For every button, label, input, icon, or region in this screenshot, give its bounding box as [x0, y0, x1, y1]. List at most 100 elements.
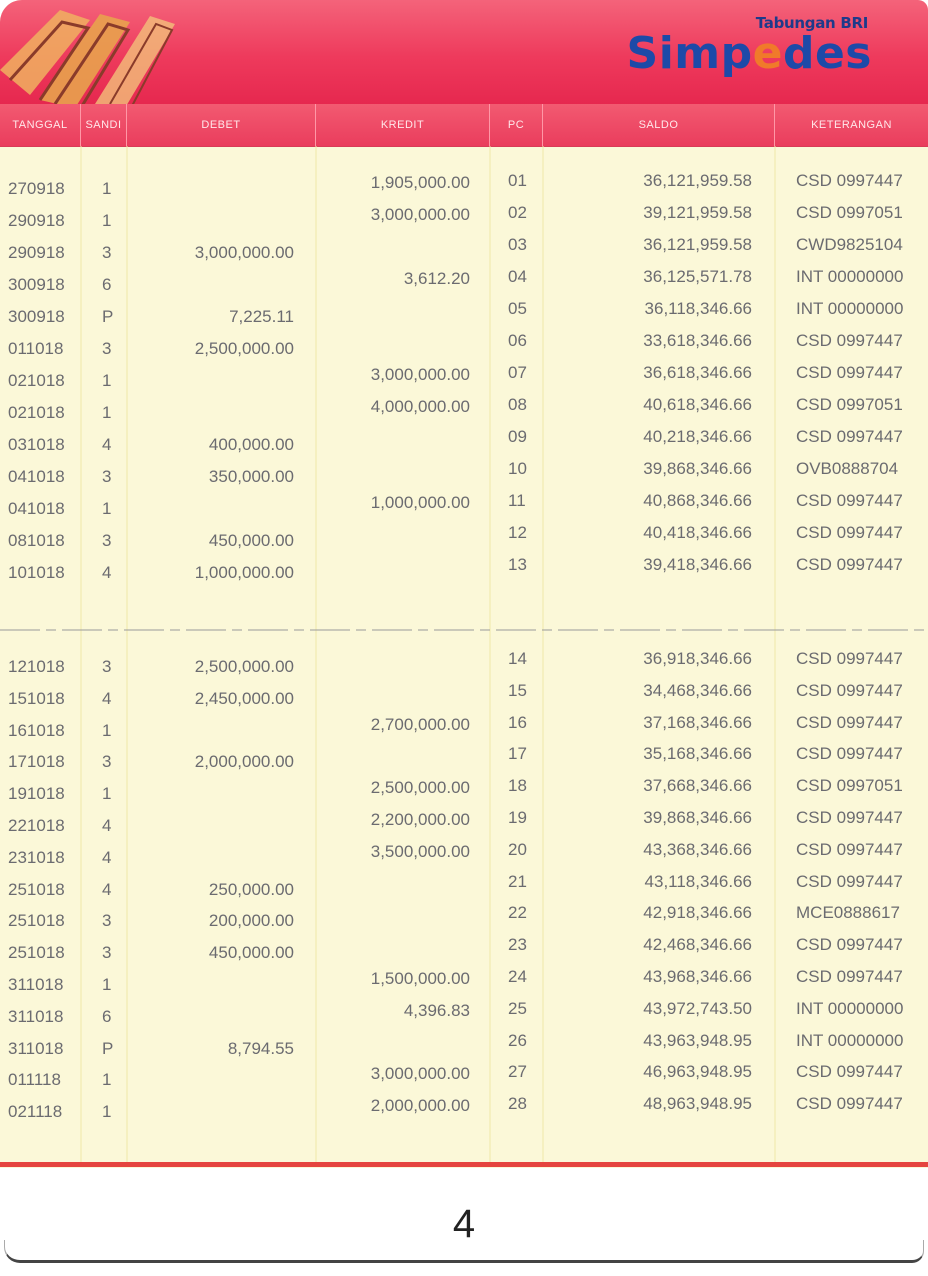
cell-tanggal: 270918: [8, 179, 65, 198]
cell-tanggal: 231018: [8, 848, 65, 867]
cell-saldo: 42,468,346.66: [643, 935, 752, 954]
cell-keterangan: CSD 0997447: [796, 171, 903, 190]
cell-saldo: 36,118,346.66: [644, 299, 752, 318]
col-debet: DEBET: [127, 104, 316, 146]
cell-keterangan: CSD 0997447: [796, 523, 903, 542]
cell-saldo: 36,618,346.66: [643, 363, 752, 382]
cell-kredit: 3,500,000.00: [370, 842, 470, 861]
table-row: 231018 4 3,500,000.00 20 43,368,346.66 CSD 09…: [0, 840, 928, 873]
cell-sandi: 4: [102, 848, 112, 867]
cell-pc: 04: [508, 267, 527, 286]
cell-keterangan: CSD 0997051: [796, 203, 903, 222]
cell-debet: 2,500,000.00: [194, 657, 294, 676]
cell-saldo: 40,618,346.66: [643, 395, 752, 414]
cell-pc: 27: [508, 1062, 527, 1081]
cell-pc: 05: [508, 299, 527, 318]
cell-kredit: 4,396.83: [403, 1001, 470, 1020]
cell-keterangan: CSD 0997447: [796, 491, 903, 510]
cell-keterangan: CSD 0997447: [796, 649, 903, 668]
cell-tanggal: 151018: [8, 689, 65, 708]
cell-keterangan: CSD 0997447: [796, 681, 903, 700]
cell-sandi: 4: [102, 435, 112, 454]
column-header-row: TANGGAL SANDI DEBET KREDIT PC SALDO KETE…: [0, 104, 928, 147]
cell-tanggal: 191018: [8, 784, 65, 803]
cell-keterangan: INT 00000000: [796, 299, 904, 318]
table-row: 290918 1 3,000,000.00 02 39,121,959.58 CSD 09…: [0, 203, 928, 236]
table-row: 041018 3 350,000.00 10 39,868,346.66 OVB08887…: [0, 459, 928, 492]
cell-keterangan: CSD 0997447: [796, 427, 903, 446]
col-kredit: KREDIT: [316, 104, 490, 146]
cell-pc: 16: [508, 713, 527, 732]
cell-tanggal: 081018: [8, 531, 65, 550]
col-sandi: SANDI: [81, 104, 127, 146]
cell-keterangan: MCE0888617: [796, 903, 900, 922]
cell-sandi: 6: [102, 1007, 112, 1026]
cell-tanggal: 311018: [8, 1007, 64, 1026]
table-row: 151018 4 2,450,000.00 15 34,468,346.66 CSD 09…: [0, 681, 928, 714]
cell-pc: 20: [508, 840, 527, 859]
cell-tanggal: 251018: [8, 911, 65, 930]
cell-pc: 28: [508, 1094, 527, 1113]
cell-keterangan: CSD 0997447: [796, 555, 903, 574]
cell-keterangan: CSD 0997447: [796, 967, 903, 986]
cell-pc: 08: [508, 395, 527, 414]
cell-tanggal: 021018: [8, 403, 65, 422]
cell-saldo: 36,918,346.66: [643, 649, 752, 668]
cell-saldo: 34,468,346.66: [643, 681, 752, 700]
cell-debet: 2,450,000.00: [194, 689, 294, 708]
cell-saldo: 43,368,346.66: [643, 840, 752, 859]
cell-sandi: 6: [102, 275, 112, 294]
cell-saldo: 46,963,948.95: [643, 1062, 752, 1081]
cell-pc: 11: [508, 491, 526, 510]
cell-debet: 200,000.00: [208, 911, 294, 930]
cell-debet: 250,000.00: [208, 880, 294, 899]
table-row: 121018 3 2,500,000.00 14 36,918,346.66 CSD 09…: [0, 649, 928, 682]
cell-pc: 21: [508, 872, 527, 891]
cell-tanggal: 300918: [8, 275, 65, 294]
cell-pc: 09: [508, 427, 527, 446]
bottom-rule: [0, 1162, 928, 1167]
cell-saldo: 37,168,346.66: [643, 713, 752, 732]
table-row: 221018 4 2,200,000.00 19 39,868,346.66 CSD 09…: [0, 808, 928, 841]
cell-keterangan: CSD 0997447: [796, 1062, 903, 1081]
table-row: 300918 P 7,225.11 05 36,118,346.66 INT 000000…: [0, 299, 928, 332]
cell-sandi: 3: [102, 339, 112, 358]
cell-keterangan: CSD 0997447: [796, 744, 903, 763]
cell-tanggal: 041018: [8, 499, 65, 518]
cell-keterangan: CSD 0997447: [796, 808, 903, 827]
cell-saldo: 39,868,346.66: [643, 459, 752, 478]
passbook-header: Tabungan BRI Simpedes: [0, 0, 928, 108]
cell-keterangan: INT 00000000: [796, 999, 904, 1018]
cell-saldo: 39,418,346.66: [643, 555, 752, 574]
cell-debet: 7,225.11: [229, 307, 294, 326]
table-row: 011018 3 2,500,000.00 06 33,618,346.66 CSD 09…: [0, 331, 928, 364]
cell-tanggal: 021118: [8, 1102, 63, 1121]
cell-debet: 3,000,000.00: [194, 243, 294, 262]
cell-sandi: 1: [102, 179, 112, 198]
cell-sandi: 1: [102, 1070, 112, 1089]
page-number: 4: [452, 1202, 476, 1246]
table-row: 290918 3 3,000,000.00 03 36,121,959.58 CWD982…: [0, 235, 928, 268]
cell-kredit: 2,200,000.00: [370, 810, 470, 829]
cell-keterangan: CSD 0997447: [796, 935, 903, 954]
col-keterangan: KETERANGAN: [811, 119, 892, 131]
cell-sandi: 3: [102, 943, 112, 962]
cell-debet: 450,000.00: [208, 531, 294, 550]
cell-pc: 24: [508, 967, 527, 986]
cell-pc: 12: [508, 523, 527, 542]
cell-tanggal: 101018: [8, 563, 65, 582]
table-row: 311018 6 4,396.83 25 43,972,743.50 INT 000000…: [0, 999, 928, 1032]
table-row: 021018 1 3,000,000.00 07 36,618,346.66 CSD 09…: [0, 363, 928, 396]
cell-kredit: 3,000,000.00: [370, 365, 470, 384]
cell-pc: 13: [508, 555, 527, 574]
cell-saldo: 43,118,346.66: [644, 872, 752, 891]
cell-sandi: 1: [102, 371, 112, 390]
table-row: 300918 6 3,612.20 04 36,125,571.78 INT 000000…: [0, 267, 928, 300]
cell-tanggal: 171018: [8, 752, 65, 771]
cell-tanggal: 311018: [8, 975, 64, 994]
col-pc: PC: [490, 104, 543, 146]
cell-pc: 02: [508, 203, 527, 222]
cell-saldo: 43,968,346.66: [643, 967, 752, 986]
cell-sandi: 1: [102, 1102, 112, 1121]
cell-keterangan: CSD 0997051: [796, 776, 903, 795]
